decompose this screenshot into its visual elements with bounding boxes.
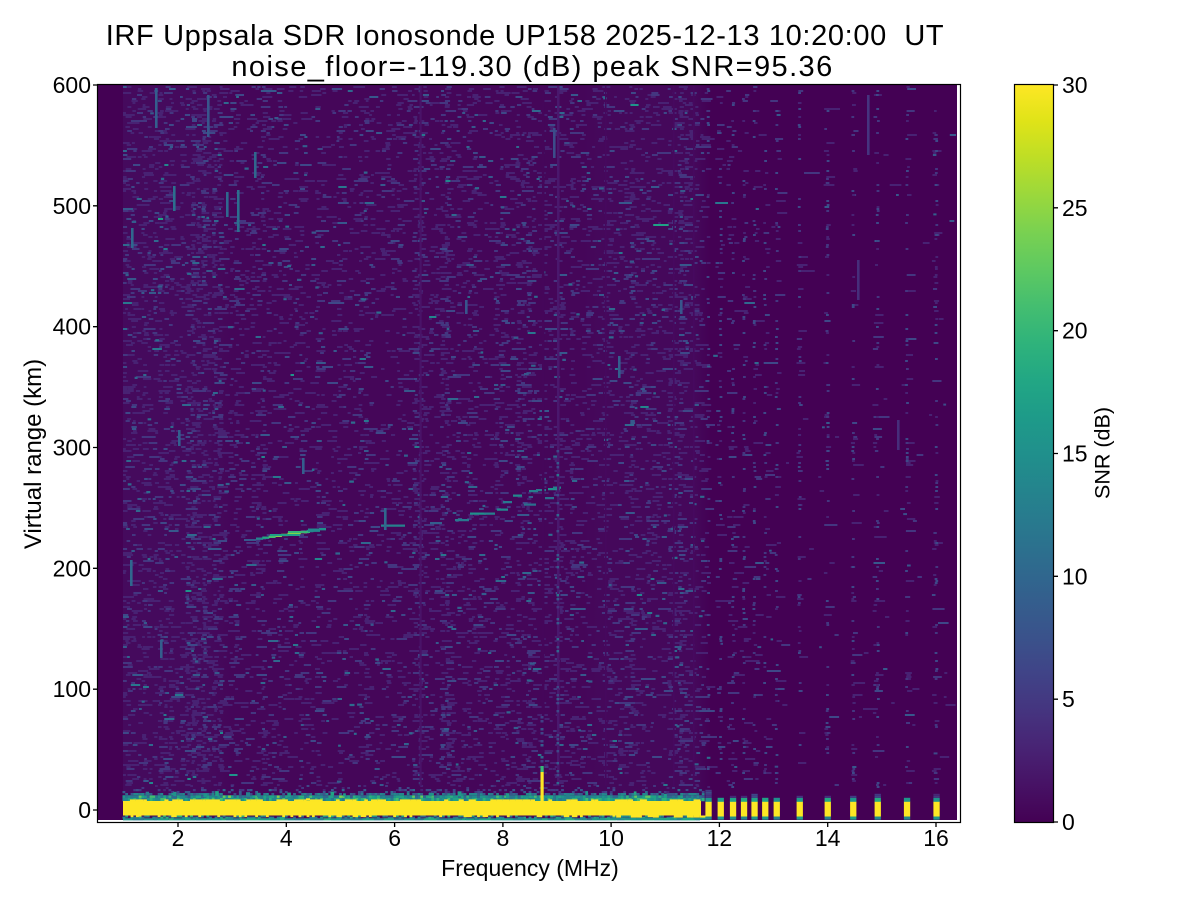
svg-text:600: 600	[53, 72, 91, 98]
svg-text:Virtual range (km): Virtual range (km)	[20, 359, 47, 549]
svg-text:30: 30	[1062, 72, 1088, 98]
svg-text:10: 10	[598, 825, 624, 851]
svg-text:100: 100	[53, 676, 91, 702]
svg-text:16: 16	[923, 825, 949, 851]
svg-text:0: 0	[78, 797, 91, 823]
svg-text:IRF Uppsala SDR Ionosonde UP15: IRF Uppsala SDR Ionosonde UP158 2025-12-…	[106, 20, 945, 52]
svg-text:2: 2	[172, 825, 185, 851]
svg-text:20: 20	[1062, 318, 1088, 344]
svg-text:Frequency (MHz): Frequency (MHz)	[441, 855, 619, 881]
svg-text:SNR (dB): SNR (dB)	[1091, 407, 1115, 499]
svg-text:300: 300	[53, 435, 91, 461]
svg-text:15: 15	[1062, 441, 1088, 467]
svg-text:6: 6	[388, 825, 401, 851]
svg-text:4: 4	[280, 825, 293, 851]
svg-text:5: 5	[1062, 686, 1075, 712]
svg-text:10: 10	[1062, 563, 1088, 589]
svg-text:noise_floor=-119.30 (dB) peak: noise_floor=-119.30 (dB) peak SNR=95.36	[231, 51, 833, 83]
svg-text:500: 500	[53, 193, 91, 219]
svg-text:14: 14	[815, 825, 841, 851]
svg-text:25: 25	[1062, 195, 1088, 221]
svg-text:200: 200	[53, 555, 91, 581]
svg-text:8: 8	[497, 825, 510, 851]
svg-text:12: 12	[707, 825, 733, 851]
svg-text:0: 0	[1062, 809, 1075, 835]
svg-text:400: 400	[53, 314, 91, 340]
